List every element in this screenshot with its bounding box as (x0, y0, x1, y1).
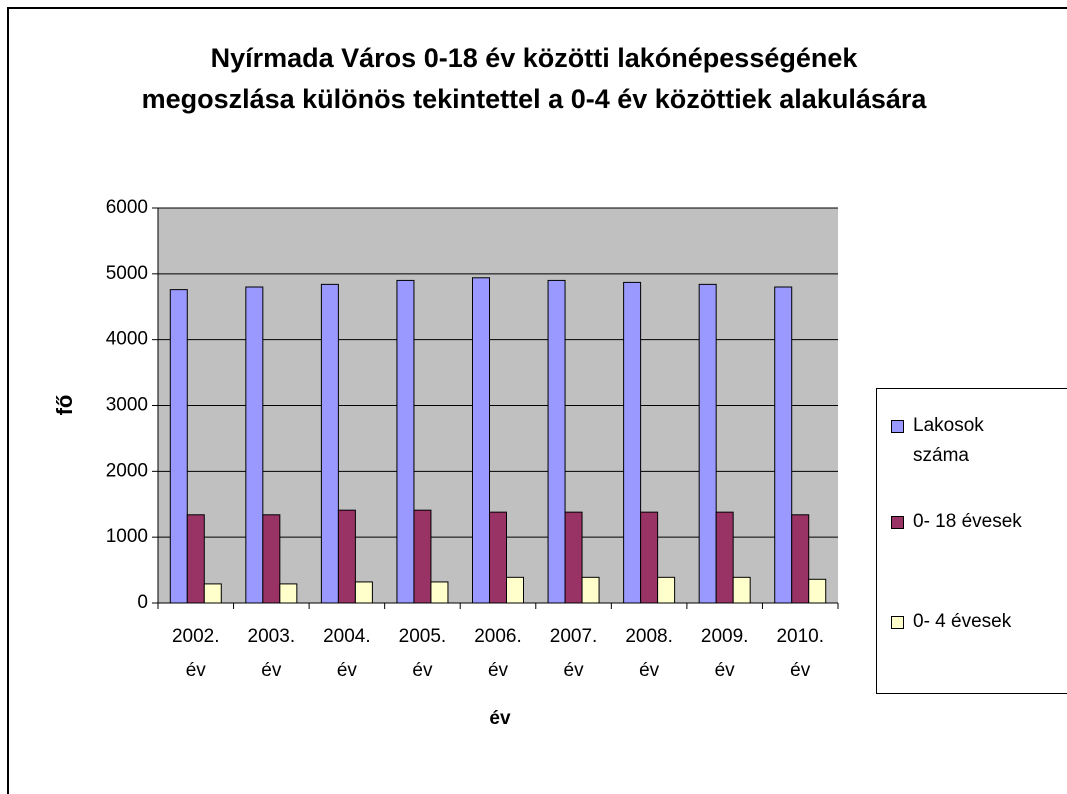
legend: Lakosok száma 0- 18 évesek 0- 4 évesek (876, 388, 1067, 694)
legend-swatch (891, 516, 904, 529)
y-tick-label: 3000 (106, 395, 148, 416)
y-tick-label: 2000 (106, 460, 148, 481)
bar (698, 283, 717, 604)
legend-label: 0- 18 évesek (913, 511, 1022, 532)
bar (472, 277, 490, 604)
bar (354, 581, 373, 604)
bar (715, 511, 734, 604)
x-tick-label: 2002. év (171, 626, 220, 681)
legend-label: 0- 4 évesek (913, 611, 1012, 632)
bar (169, 289, 188, 604)
bar (657, 576, 676, 604)
bar (774, 286, 793, 604)
y-tick-label: 6000 (106, 197, 148, 218)
legend-item: 0- 4 évesek (891, 607, 1067, 637)
legend-swatch (891, 616, 904, 629)
bar (547, 279, 566, 604)
bar (791, 514, 810, 604)
bar (506, 576, 524, 604)
bar (808, 578, 827, 604)
bar (564, 511, 583, 604)
bar (262, 514, 281, 604)
bar (430, 581, 449, 604)
bar (320, 283, 339, 604)
x-tick-label: 2003. év (247, 626, 296, 681)
x-tick-label: 2004. év (323, 626, 371, 681)
x-tick-label: 2009. év (700, 626, 749, 681)
bar (640, 511, 659, 604)
bar (245, 286, 264, 604)
legend-label: Lakosok száma (913, 415, 984, 466)
x-tick-label: 2005. év (398, 626, 447, 681)
bar (732, 576, 751, 604)
y-tick-label: 1000 (106, 526, 148, 547)
bar (337, 509, 356, 604)
bar (581, 576, 600, 604)
y-tick-label: 0 (137, 592, 148, 613)
x-tick-label: 2007. év (549, 626, 598, 681)
chart-title: Nyírmada Város 0-18 év közötti lakónépes… (141, 43, 927, 114)
bar (186, 514, 205, 604)
y-tick-label: 4000 (106, 329, 148, 350)
bar (489, 511, 507, 604)
bar (413, 509, 432, 604)
legend-swatch (891, 420, 904, 433)
legend-item: Lakosok száma (891, 411, 1067, 471)
x-axis-label: év (489, 708, 511, 729)
y-tick-label: 5000 (106, 263, 148, 284)
chart-frame (7, 7, 1067, 794)
legend-item: 0- 18 évesek (891, 507, 1067, 537)
x-tick-label: 2008. év (625, 626, 673, 681)
x-tick-label: 2010. év (776, 626, 824, 681)
bar (623, 281, 642, 604)
y-axis-label: fő (52, 394, 77, 416)
x-tick-label: 2006. év (474, 626, 522, 681)
bar (203, 583, 222, 604)
bar (279, 583, 298, 604)
bar (396, 279, 415, 604)
